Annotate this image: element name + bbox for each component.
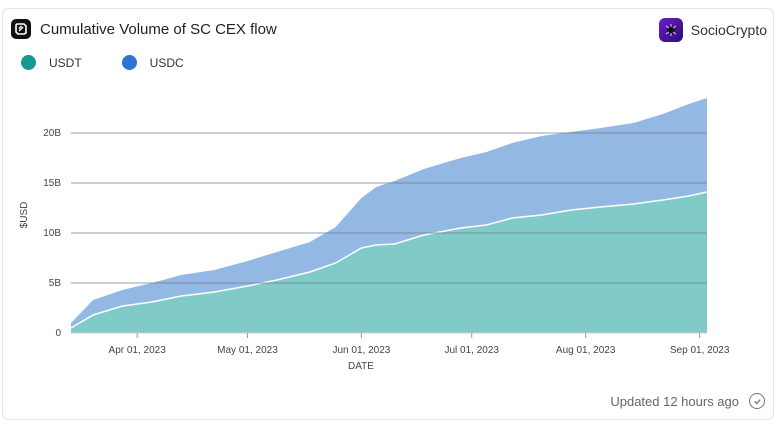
legend: USDT USDC [21,55,224,70]
y-tick-label: 10B [43,228,61,239]
x-tick-label: Apr 01, 2023 [109,345,167,356]
sociocrypto-logo-icon [658,18,683,42]
check-circle-icon[interactable] [749,393,765,409]
y-tick-label: 15B [43,178,61,189]
x-tick-label: May 01, 2023 [217,345,278,356]
x-tick-label: Jun 01, 2023 [333,345,391,356]
y-tick-label: 20B [43,128,61,139]
y-tick-label: 0 [55,328,61,339]
updated-timestamp: Updated 12 hours ago [610,393,739,409]
brand-name: SocioCrypto [690,22,767,38]
legend-label-usdt: USDT [49,55,82,70]
title-row: Cumulative Volume of SC CEX flow [11,19,277,39]
x-tick-label: Sep 01, 2023 [670,345,730,356]
series-line-usdt [70,191,708,329]
y-tick-label: 5B [49,278,62,289]
y-axis-label: $USD [19,202,30,229]
legend-item-usdt[interactable]: USDT [21,55,82,70]
x-axis-label: DATE [348,361,374,372]
footer: Updated 12 hours ago [610,393,765,409]
legend-dot-usdc [121,55,137,70]
flipside-logo-icon [11,19,31,39]
x-tick-label: Aug 01, 2023 [556,345,616,356]
area-usdt [71,192,707,333]
brand[interactable]: SocioCrypto [658,18,767,42]
legend-item-usdc[interactable]: USDC [121,55,184,70]
chart-title: Cumulative Volume of SC CEX flow [40,20,277,38]
legend-dot-usdt [21,55,36,70]
x-tick-label: Jul 01, 2023 [444,345,499,356]
legend-label-usdc: USDC [149,55,184,70]
